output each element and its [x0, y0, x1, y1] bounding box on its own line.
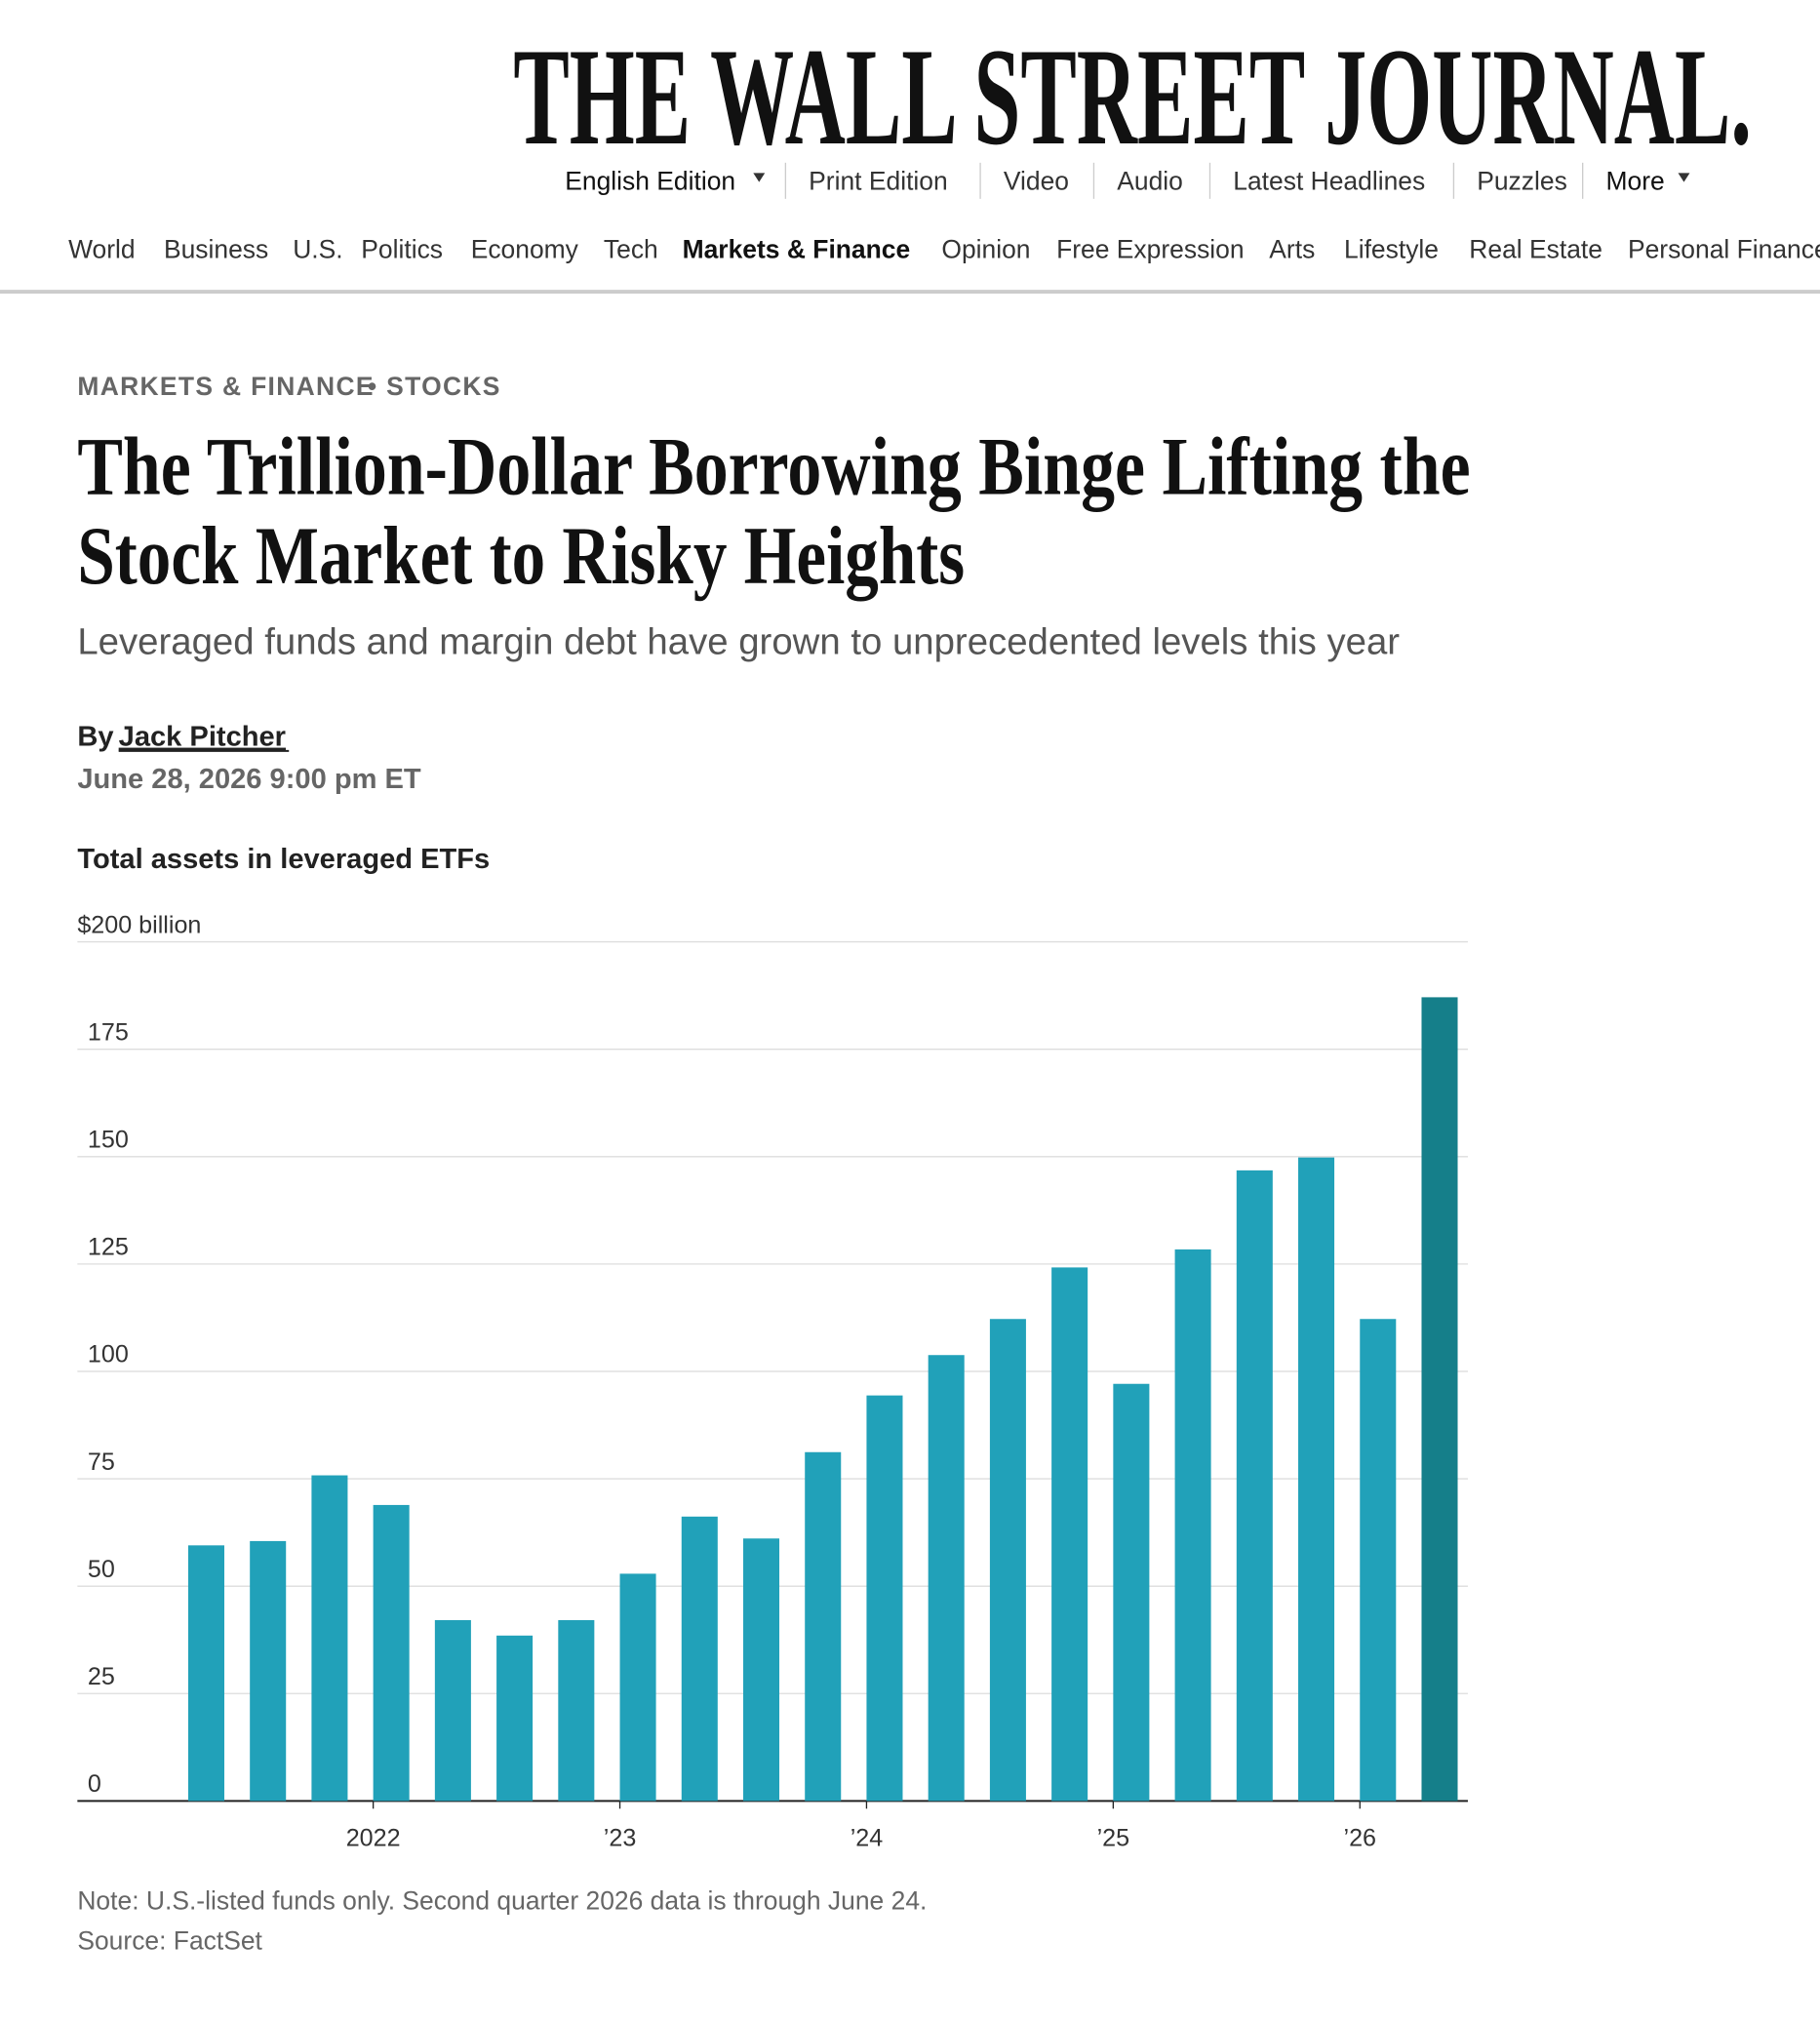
- bar: [1174, 1249, 1211, 1802]
- bar: [311, 1475, 348, 1802]
- edition-nav: English Edition Print Edition Video Audio La…: [565, 162, 1690, 199]
- x-tick-label: ’26: [1343, 1825, 1376, 1852]
- bar: [1360, 1319, 1397, 1802]
- bar: [187, 1545, 224, 1802]
- section-link[interactable]: U.S.: [293, 235, 342, 264]
- y-tick-label: 0: [88, 1770, 101, 1798]
- section-link[interactable]: Free Expression: [1056, 235, 1244, 264]
- bar: [681, 1516, 718, 1802]
- bar: [742, 1538, 780, 1802]
- y-tick-label: 150: [88, 1127, 129, 1154]
- edition-link[interactable]: Print Edition: [809, 167, 948, 196]
- dropdown-arrow: [753, 173, 766, 182]
- bar: [928, 1355, 965, 1802]
- chart-source: Source: FactSet: [77, 1925, 262, 1955]
- x-tick-label: ’25: [1097, 1825, 1130, 1852]
- subsection-label[interactable]: • STOCKS: [368, 372, 501, 401]
- y-tick-label: 25: [88, 1663, 115, 1690]
- section-link[interactable]: Business: [164, 235, 268, 264]
- chart-title: Total assets in leveraged ETFs: [77, 844, 490, 875]
- y-tick-label: 100: [88, 1341, 129, 1368]
- x-tick-label: ’23: [604, 1825, 637, 1852]
- section-link[interactable]: Personal Finance: [1628, 235, 1820, 264]
- section-link[interactable]: Economy: [471, 235, 579, 264]
- section-link[interactable]: World: [68, 235, 136, 264]
- section-nav: World Business U.S. Politics Economy Tech Mark…: [68, 235, 1820, 264]
- edition-link[interactable]: English Edition: [565, 167, 735, 196]
- edition-link[interactable]: Video: [1004, 167, 1069, 196]
- bar: [1236, 1170, 1273, 1802]
- dropdown-arrow: [1678, 173, 1690, 182]
- y-tick-label: 50: [88, 1556, 115, 1583]
- bar: [250, 1540, 287, 1802]
- section-link[interactable]: Tech: [604, 235, 658, 264]
- section-link[interactable]: Markets & Finance: [683, 235, 911, 264]
- bar: [558, 1619, 595, 1802]
- x-tick-label: ’24: [851, 1825, 884, 1852]
- edition-link[interactable]: Puzzles: [1477, 167, 1567, 196]
- bar: [434, 1619, 471, 1802]
- y-tick-label: 75: [88, 1448, 115, 1476]
- y-tick-label: $200 billion: [77, 911, 201, 938]
- section-link[interactable]: Real Estate: [1469, 235, 1602, 264]
- bar: [1421, 997, 1458, 1802]
- section-link[interactable]: Politics: [361, 235, 443, 264]
- headline: Stock Market to Risky Heights: [77, 511, 965, 602]
- edition-link[interactable]: More: [1605, 167, 1664, 196]
- bar: [1298, 1157, 1335, 1802]
- edition-link[interactable]: Latest Headlines: [1233, 167, 1425, 196]
- bar: [866, 1395, 903, 1802]
- section-link[interactable]: Lifestyle: [1344, 235, 1439, 264]
- edition-link[interactable]: Audio: [1117, 167, 1183, 196]
- bar: [496, 1635, 534, 1802]
- bar: [989, 1319, 1026, 1802]
- bar: [373, 1504, 410, 1802]
- x-tick-label: 2022: [346, 1825, 401, 1852]
- bar: [1113, 1383, 1150, 1802]
- section-label[interactable]: MARKETS & FINANCE: [77, 372, 374, 401]
- bar: [805, 1451, 842, 1802]
- bar: [1051, 1267, 1088, 1802]
- date: June 28, 2026 9:00 pm ET: [77, 764, 421, 795]
- section-link[interactable]: Opinion: [941, 235, 1030, 264]
- chart-note: Note: U.S.-listed funds only. Second qua…: [77, 1885, 927, 1915]
- y-tick-label: 125: [88, 1234, 129, 1261]
- byline: By: [77, 722, 114, 753]
- chart: 0 25 50 75 100 125 150 175 $200 billion 2022 ’23 ’2…: [77, 911, 1468, 1852]
- y-tick-label: 175: [88, 1018, 129, 1046]
- bar: [619, 1573, 656, 1802]
- masthead[interactable]: THE WALL STREET JOURNAL.: [513, 20, 1752, 174]
- headline: The Trillion-Dollar Borrowing Binge Lift…: [77, 422, 1470, 513]
- author-link[interactable]: Jack Pitcher: [119, 722, 286, 753]
- subtitle: Leveraged funds and margin debt have gro…: [77, 621, 1400, 663]
- section-link[interactable]: Arts: [1269, 235, 1315, 264]
